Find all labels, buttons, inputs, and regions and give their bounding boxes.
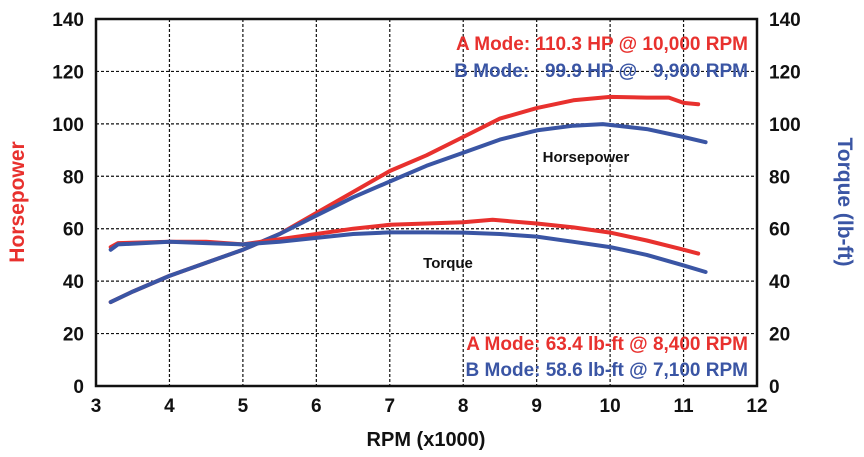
x-tick-label: 5 bbox=[238, 396, 249, 417]
y-right-tick-label: 40 bbox=[769, 272, 790, 293]
y-right-tick-label: 0 bbox=[769, 377, 780, 398]
y-right-tick-label: 120 bbox=[769, 62, 801, 83]
x-tick-label: 7 bbox=[384, 396, 395, 417]
y-axis-right-label: Torque (lb-ft) bbox=[833, 137, 856, 266]
annotation-tq-b: B Mode: 58.6 lb-ft @ 7,100 RPM bbox=[466, 360, 748, 381]
y-left-tick-label: 140 bbox=[52, 10, 84, 31]
annotation-hp-a: A Mode: 110.3 HP @ 10,000 RPM bbox=[456, 34, 748, 55]
y-left-tick-label: 40 bbox=[63, 272, 84, 293]
series-B-hp bbox=[108, 122, 708, 305]
x-axis-label: RPM (x1000) bbox=[367, 429, 486, 451]
y-right-tick-label: 60 bbox=[769, 220, 790, 241]
y-right-tick-label: 20 bbox=[769, 325, 790, 346]
torque-curve-label: Torque bbox=[423, 255, 473, 272]
annotation-tq-a: A Mode: 63.4 lb-ft @ 8,400 RPM bbox=[466, 334, 748, 355]
plot-frame bbox=[94, 17, 759, 388]
y-left-tick-label: 0 bbox=[73, 377, 84, 398]
y-right-tick-label: 140 bbox=[769, 10, 801, 31]
x-tick-label: 3 bbox=[91, 396, 102, 417]
y-left-tick-label: 120 bbox=[52, 62, 84, 83]
y-left-tick-label: 80 bbox=[63, 167, 84, 188]
y-right-tick-label: 80 bbox=[769, 167, 790, 188]
y-left-tick-label: 60 bbox=[63, 220, 84, 241]
x-tick-label: 9 bbox=[531, 396, 542, 417]
y-left-tick-label: 100 bbox=[52, 115, 84, 136]
x-tick-label: 10 bbox=[600, 396, 621, 417]
x-tick-label: 12 bbox=[746, 396, 767, 417]
x-tick-label: 8 bbox=[458, 396, 469, 417]
y-left-tick-label: 20 bbox=[63, 325, 84, 346]
horsepower-curve-label: Horsepower bbox=[543, 149, 630, 166]
x-tick-label: 11 bbox=[674, 396, 695, 417]
series-lines bbox=[108, 94, 708, 305]
x-tick-label: 4 bbox=[164, 396, 175, 417]
series-B-tq bbox=[108, 230, 708, 274]
x-tick-label: 6 bbox=[311, 396, 322, 417]
y-axis-left-label: Horsepower bbox=[6, 141, 29, 262]
y-right-tick-label: 100 bbox=[769, 115, 801, 136]
grid bbox=[96, 19, 757, 386]
annotation-hp-b: B Mode: 99.9 HP @ 9,900 RPM bbox=[454, 61, 748, 82]
